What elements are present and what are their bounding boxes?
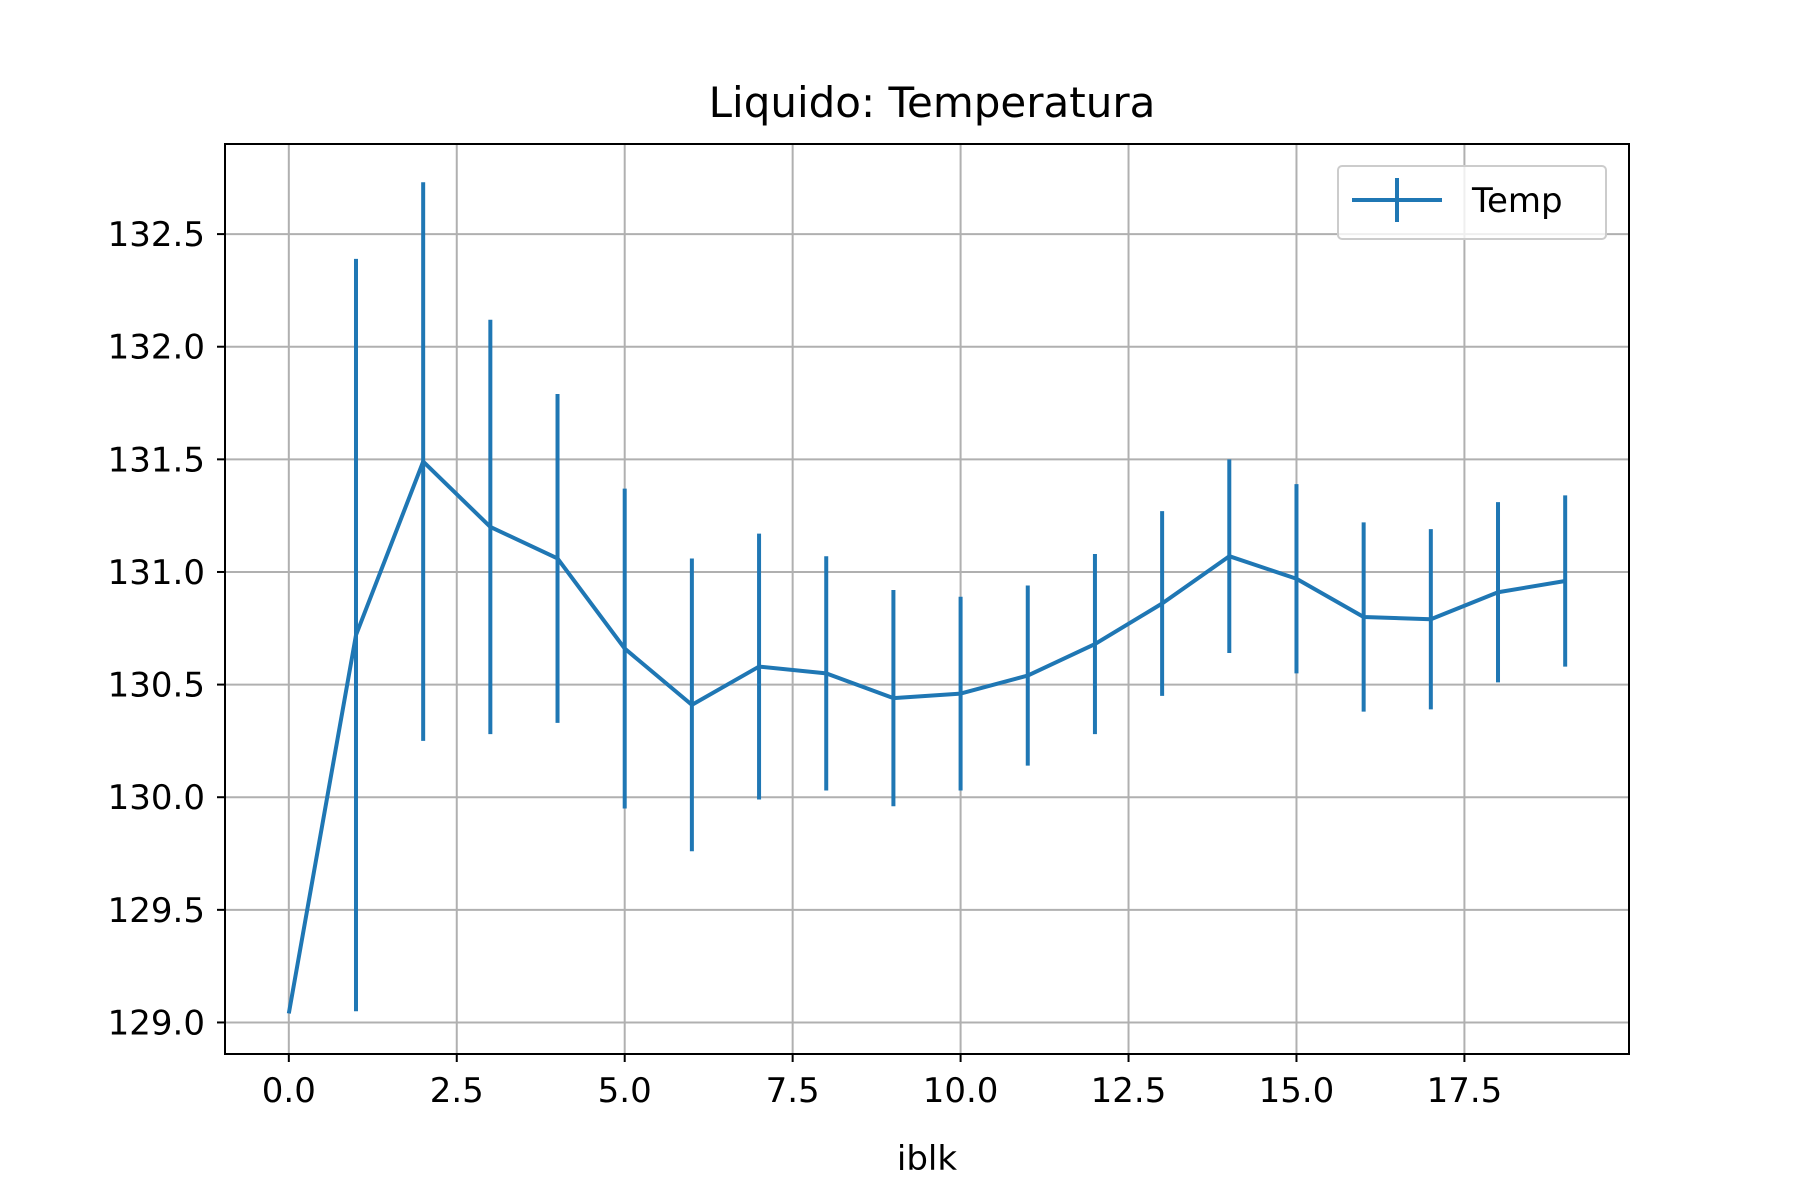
axis-ticks: 0.0 2.5 5.0 7.5 10.0 12.5 15.0 17.5 129.0 129.5 13… xyxy=(108,215,1503,1111)
y-tick-label: 131.5 xyxy=(108,440,205,480)
x-tick-label: 15.0 xyxy=(1259,1071,1335,1111)
x-tick-label: 12.5 xyxy=(1091,1071,1167,1111)
x-tick-label: 0.0 xyxy=(262,1071,316,1111)
y-tick-label: 132.0 xyxy=(108,328,205,368)
y-tick-label: 131.0 xyxy=(108,553,205,593)
series-line-temp xyxy=(286,459,1566,1014)
x-tick-label: 2.5 xyxy=(430,1071,484,1111)
chart-title: Liquido: Temperatura xyxy=(709,78,1156,127)
legend: Temp xyxy=(1337,165,1607,240)
x-tick-label: 5.0 xyxy=(598,1071,652,1111)
y-tick-label: 132.5 xyxy=(108,215,205,255)
grid xyxy=(225,144,1629,1054)
x-tick-label: 10.0 xyxy=(923,1071,999,1111)
y-tick-label: 129.0 xyxy=(108,1003,205,1043)
y-tick-label: 130.5 xyxy=(108,666,205,706)
x-tick-label: 17.5 xyxy=(1427,1071,1503,1111)
plot-area xyxy=(286,182,1568,1014)
legend-box xyxy=(1337,165,1607,240)
y-tick-label: 130.0 xyxy=(108,778,205,818)
x-axis-label: iblk xyxy=(897,1139,957,1179)
x-tick-label: 7.5 xyxy=(766,1071,820,1111)
y-tick-label: 129.5 xyxy=(108,891,205,931)
legend-label: Temp xyxy=(1471,181,1563,221)
plot-frame xyxy=(224,143,1630,1055)
